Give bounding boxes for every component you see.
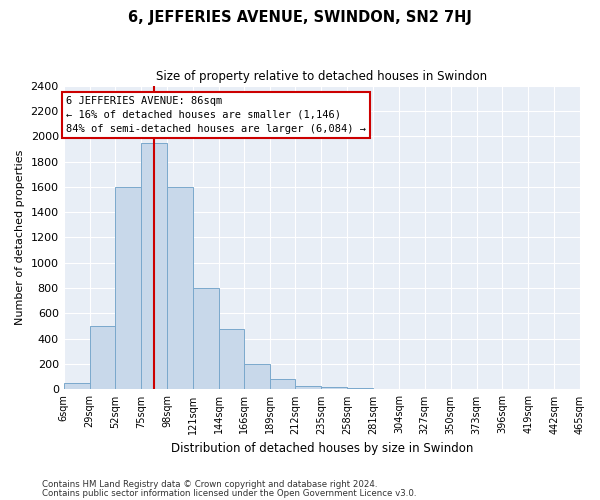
Text: Contains HM Land Registry data © Crown copyright and database right 2024.: Contains HM Land Registry data © Crown c… <box>42 480 377 489</box>
Text: Contains public sector information licensed under the Open Government Licence v3: Contains public sector information licen… <box>42 488 416 498</box>
Bar <box>167 187 193 390</box>
Bar <box>295 386 321 390</box>
Y-axis label: Number of detached properties: Number of detached properties <box>15 150 25 325</box>
Bar <box>115 187 141 390</box>
Bar <box>269 380 295 390</box>
Bar <box>141 142 167 390</box>
Bar <box>193 288 219 390</box>
Bar <box>244 364 269 390</box>
Bar <box>64 383 89 390</box>
Text: 6 JEFFERIES AVENUE: 86sqm
← 16% of detached houses are smaller (1,146)
84% of se: 6 JEFFERIES AVENUE: 86sqm ← 16% of detac… <box>66 96 366 134</box>
Bar <box>219 330 244 390</box>
Bar <box>425 389 451 390</box>
Bar <box>347 388 373 390</box>
Text: 6, JEFFERIES AVENUE, SWINDON, SN2 7HJ: 6, JEFFERIES AVENUE, SWINDON, SN2 7HJ <box>128 10 472 25</box>
Bar <box>89 326 115 390</box>
X-axis label: Distribution of detached houses by size in Swindon: Distribution of detached houses by size … <box>170 442 473 455</box>
Bar <box>321 387 347 390</box>
Title: Size of property relative to detached houses in Swindon: Size of property relative to detached ho… <box>156 70 487 83</box>
